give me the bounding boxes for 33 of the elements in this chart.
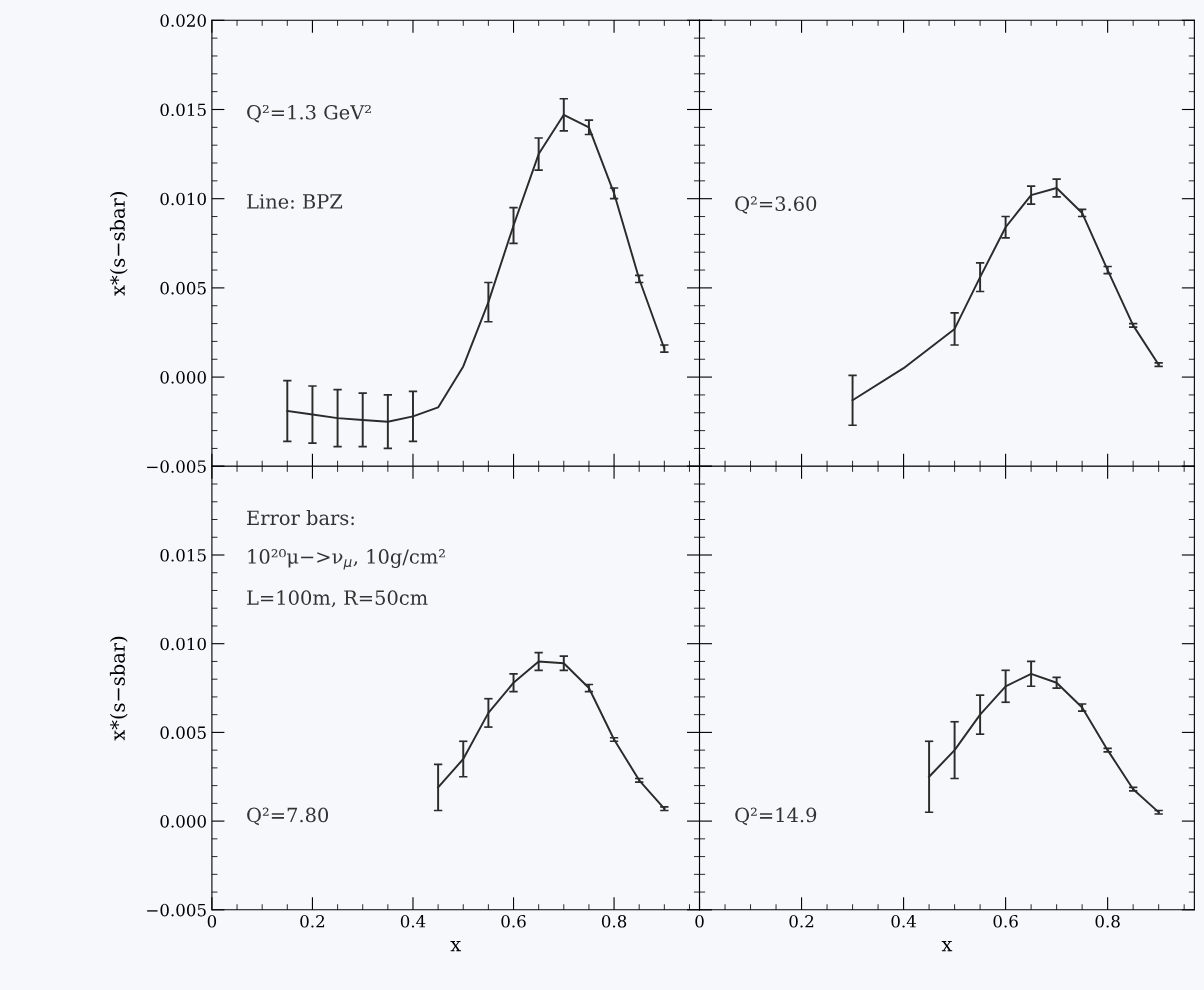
annotation: 10²⁰μ−>ν$_{μ}$, 10g/cm²	[248, 549, 445, 570]
x-tick-label: 0	[207, 914, 217, 928]
annotation: Line: BPZ	[247, 194, 343, 209]
x-tick-label: 0.8	[601, 914, 627, 928]
x-tick-label: 0.8	[1095, 914, 1120, 928]
x-tick-label: 0.6	[993, 914, 1018, 928]
y-tick-label: 0.015	[160, 103, 206, 117]
y-tick-label: 0.020	[160, 14, 206, 27]
y-axis-title: x*(s−sbar)	[109, 192, 128, 296]
y-tick-label: 0.000	[160, 815, 206, 828]
x-tick-label: 0.6	[501, 914, 526, 928]
x-tick-label: 0.4	[891, 914, 916, 928]
y-tick-label: 0.010	[160, 637, 206, 651]
x-axis-title: x	[941, 941, 953, 952]
y-tick-label: 0.010	[160, 192, 206, 206]
y-tick-label: 0.005	[160, 726, 206, 739]
annotation: Q²=7.80	[247, 807, 329, 826]
y-tick-label: 0.005	[160, 281, 206, 295]
x-tick-label: 0.4	[400, 914, 426, 928]
annotation: Error bars:	[247, 510, 354, 526]
annotation: Q²=14.9	[735, 807, 817, 826]
y-tick-label: 0.000	[160, 371, 206, 384]
x-tick-label: 0.2	[789, 914, 814, 928]
y-axis-title: x*(s−sbar)	[109, 636, 128, 741]
annotation: Q²=3.60	[735, 196, 817, 214]
y-tick-label: −0.005	[147, 903, 206, 917]
annotation: Q²=1.3 GeV²	[247, 104, 371, 123]
y-tick-label: 0.015	[160, 548, 206, 562]
x-tick-label: 0	[695, 914, 704, 928]
y-tick-label: −0.005	[147, 460, 206, 473]
x-axis-title: x	[450, 941, 461, 952]
annotation: L=100m, R=50cm	[247, 590, 428, 608]
x-tick-label: 0.2	[300, 914, 325, 928]
